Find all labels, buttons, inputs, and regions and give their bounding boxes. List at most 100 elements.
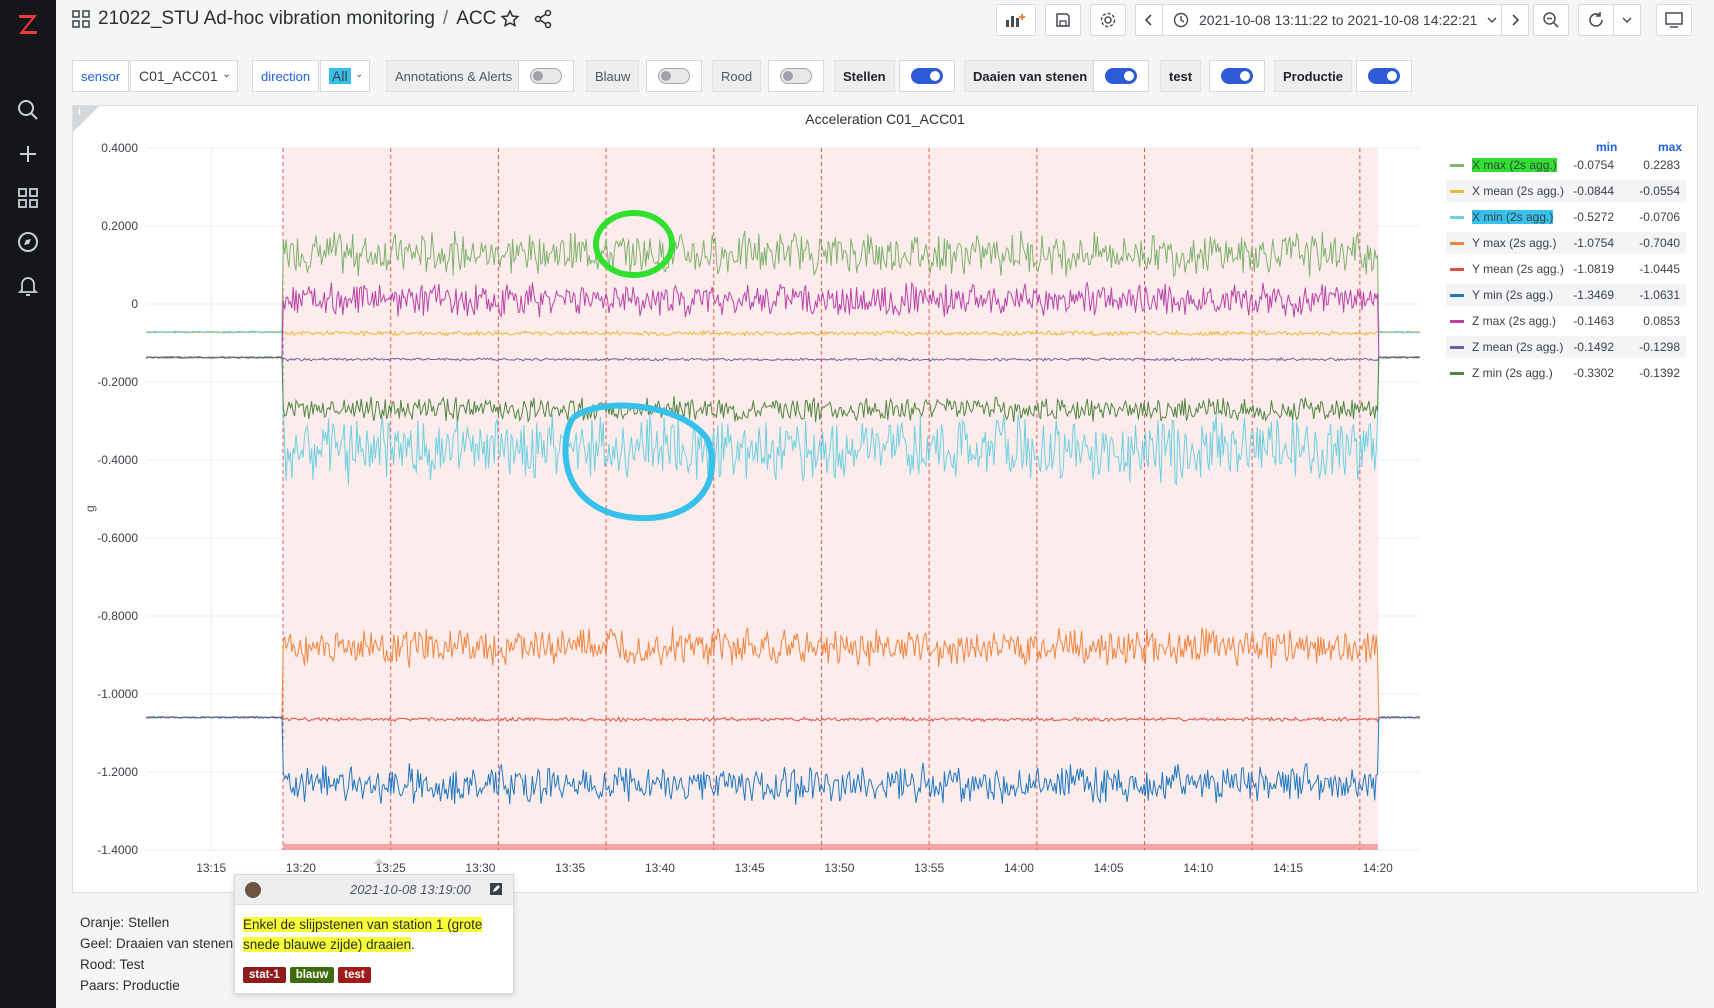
time-range-picker[interactable]: 2021-10-08 13:11:22 to 2021-10-08 14:22:…: [1162, 4, 1502, 36]
side-menu: [0, 0, 56, 1008]
tooltip-header: 2021-10-08 13:19:00: [235, 875, 513, 905]
legend-max-value: -1.0631: [1639, 288, 1680, 302]
legend-max-value: -1.0445: [1639, 262, 1680, 276]
panel-info-corner[interactable]: [73, 106, 99, 132]
legend-header-max[interactable]: max: [1658, 140, 1683, 154]
legend-item[interactable]: Y mean (2s agg.) -1.0819 -1.0445: [1446, 258, 1686, 280]
tag-badge[interactable]: stat-1: [243, 967, 286, 983]
legend-swatch[interactable]: [1450, 242, 1464, 245]
time-back-button[interactable]: [1135, 4, 1163, 36]
switch-stellen: [911, 68, 943, 84]
legend-item[interactable]: X max (2s agg.) -0.0754 0.2283: [1446, 154, 1686, 176]
toggle-label-rood: Rood: [712, 60, 762, 92]
explore-icon[interactable]: [14, 228, 42, 256]
legend-item[interactable]: Z mean (2s agg.) -0.1492 -0.1298: [1446, 336, 1686, 358]
note-line: Oranje: Stellen: [80, 915, 170, 930]
legend-swatch[interactable]: [1450, 372, 1464, 375]
note-line: Paars: Productie: [80, 978, 180, 993]
legend-max-value: -0.0554: [1639, 184, 1680, 198]
search-icon[interactable]: [14, 96, 42, 124]
avatar: [245, 882, 261, 898]
legend-swatch[interactable]: [1450, 346, 1464, 349]
legend-min-value: -0.0844: [1573, 184, 1614, 198]
legend-item[interactable]: X mean (2s agg.) -0.0844 -0.0554: [1446, 180, 1686, 202]
tooltip-tags: stat-1 blauw test: [243, 967, 371, 983]
legend-item[interactable]: Y min (2s agg.) -1.3469 -1.0631: [1446, 284, 1686, 306]
legend-series-name[interactable]: Y mean (2s agg.): [1472, 262, 1564, 276]
info-icon: i: [78, 107, 81, 118]
share-icon[interactable]: [533, 9, 553, 34]
toggle-label-blauw: Blauw: [586, 60, 640, 92]
time-range-text: 2021-10-08 13:11:22 to 2021-10-08 14:22:…: [1199, 12, 1478, 28]
legend-swatch[interactable]: [1450, 190, 1464, 193]
legend-max-value: -0.0706: [1639, 210, 1680, 224]
annotation-notes: Oranje: Stellen Geel: Draaien van stenen…: [80, 912, 233, 996]
sensor-variable-select[interactable]: C01_ACC01: [130, 60, 238, 92]
legend-item[interactable]: Z max (2s agg.) -0.1463 0.0853: [1446, 310, 1686, 332]
zoom-out-icon: [1543, 12, 1559, 28]
title-separator: /: [442, 8, 449, 29]
monitor-icon: [1665, 12, 1683, 28]
top-navbar: 21022_STU Ad-hoc vibration monitoring / AC…: [56, 0, 1714, 42]
dashboard-name[interactable]: ACC: [456, 8, 497, 29]
legend-min-value: -0.0754: [1573, 158, 1614, 172]
note-line: Geel: Draaien van stenen: [80, 936, 234, 951]
grafana-logo-icon[interactable]: [12, 8, 44, 40]
legend-min-value: -0.5272: [1573, 210, 1614, 224]
toggle-annotations-alerts[interactable]: [518, 60, 574, 92]
save-dashboard-button[interactable]: [1045, 4, 1081, 36]
save-icon: [1056, 13, 1070, 27]
tv-mode-button[interactable]: [1656, 4, 1692, 36]
switch-rood: [780, 68, 812, 84]
star-icon[interactable]: [500, 9, 520, 34]
dashboards-icon[interactable]: [14, 184, 42, 212]
plus-icon[interactable]: [14, 140, 42, 168]
toggle-blauw[interactable]: [646, 60, 702, 92]
legend-series-name[interactable]: X min (2s agg.): [1472, 210, 1554, 224]
switch-annotations: [530, 68, 562, 84]
edit-icon[interactable]: [489, 882, 503, 901]
refresh-interval-dropdown[interactable]: [1613, 4, 1641, 36]
toggle-label-stellen: Stellen: [834, 60, 895, 92]
legend-swatch[interactable]: [1450, 268, 1464, 271]
add-panel-button[interactable]: [996, 4, 1036, 36]
legend-series-name[interactable]: Z max (2s agg.): [1472, 314, 1557, 328]
toggle-productie[interactable]: [1356, 60, 1412, 92]
tooltip-time: 2021-10-08 13:19:00: [350, 882, 471, 897]
sensor-variable-label: sensor: [72, 60, 130, 92]
settings-button[interactable]: [1090, 4, 1126, 36]
tag-badge[interactable]: test: [338, 967, 371, 983]
legend-series-name[interactable]: Y min (2s agg.): [1472, 288, 1554, 302]
legend-item[interactable]: Y max (2s agg.) -1.0754 -0.7040: [1446, 232, 1686, 254]
legend-item[interactable]: Z min (2s agg.) -0.3302 -0.1392: [1446, 362, 1686, 384]
time-forward-button[interactable]: [1501, 4, 1529, 36]
folder-link[interactable]: 21022_STU Ad-hoc vibration monitoring: [98, 8, 435, 29]
legend-swatch[interactable]: [1450, 216, 1464, 219]
switch-productie: [1368, 68, 1400, 84]
legend-series-name[interactable]: Z min (2s agg.): [1472, 366, 1553, 380]
annotation-tooltip: 2021-10-08 13:19:00 Enkel de slijpstenen…: [234, 874, 514, 994]
legend-header-min[interactable]: min: [1596, 140, 1618, 154]
tooltip-text: Enkel de slijpstenen van station 1 (grot…: [243, 915, 507, 955]
panel-title[interactable]: Acceleration C01_ACC01: [805, 111, 965, 127]
legend-item[interactable]: X min (2s agg.) -0.5272 -0.0706: [1446, 206, 1686, 228]
toggle-label-daaien: Daaien van stenen: [964, 60, 1097, 92]
tooltip-text-highlight: snede blauwe zijde) draaien: [243, 937, 412, 952]
legend-swatch[interactable]: [1450, 320, 1464, 323]
toggle-test[interactable]: [1209, 60, 1265, 92]
note-line: Rood: Test: [80, 957, 145, 972]
legend-series-name[interactable]: Z mean (2s agg.): [1472, 340, 1564, 354]
legend-series-name[interactable]: Y max (2s agg.): [1472, 236, 1557, 250]
toggle-rood[interactable]: [768, 60, 824, 92]
legend-series-name[interactable]: X max (2s agg.): [1472, 158, 1557, 172]
zoom-out-button[interactable]: [1533, 4, 1569, 36]
toggle-daaien-van-stenen[interactable]: [1093, 60, 1149, 92]
tag-badge[interactable]: blauw: [289, 967, 335, 983]
legend-swatch[interactable]: [1450, 164, 1464, 167]
legend-series-name[interactable]: X mean (2s agg.): [1472, 184, 1565, 198]
bell-icon[interactable]: [14, 272, 42, 300]
direction-variable-select[interactable]: All: [320, 60, 370, 92]
refresh-button[interactable]: [1578, 4, 1614, 36]
toggle-stellen[interactable]: [899, 60, 955, 92]
legend-swatch[interactable]: [1450, 294, 1464, 297]
